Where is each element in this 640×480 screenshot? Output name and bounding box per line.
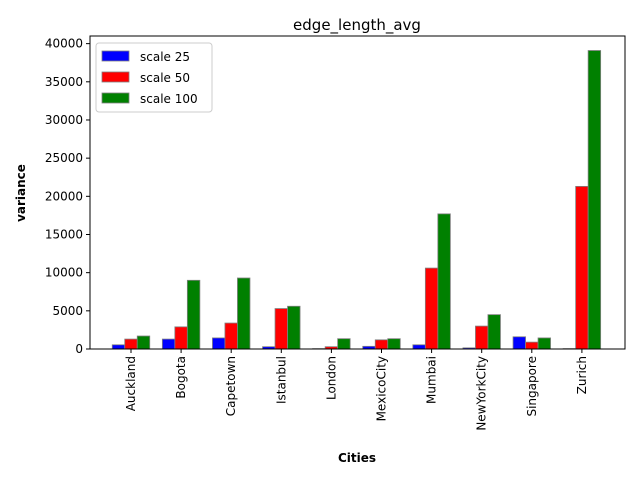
plot-frame: [89, 35, 626, 350]
bar-scale-100-London: [337, 338, 351, 350]
bar-scale-25-Singapore: [512, 336, 526, 350]
legend-swatch: [101, 92, 130, 104]
x-tick-label: Zurich: [575, 356, 589, 394]
y-tick-label: 40000: [45, 37, 83, 51]
x-tick-label: Capetown: [224, 356, 238, 416]
y-tick-label: 30000: [45, 113, 83, 127]
y-tick-label: 5000: [52, 304, 83, 318]
bar-scale-100-Capetown: [237, 277, 251, 350]
chart-title: edge_length_avg: [293, 16, 421, 35]
legend-swatch: [101, 71, 130, 83]
bar-scale-25-Capetown: [212, 337, 226, 350]
x-tick-label: Mumbai: [425, 356, 439, 404]
bar-scale-50-MexicoCity: [374, 339, 389, 350]
y-axis-label: variance: [14, 164, 28, 222]
x-tick-label: Auckland: [124, 356, 138, 411]
bar-scale-25-Auckland: [111, 344, 126, 350]
bar-scale-50-Zurich: [575, 185, 589, 350]
bar-scale-100-Zurich: [587, 50, 602, 350]
bar-scale-50-Bogota: [174, 326, 188, 350]
y-tick-label: 25000: [45, 151, 83, 165]
y-tick-label: 10000: [45, 266, 83, 280]
bar-scale-100-MexicoCity: [387, 338, 401, 350]
bar-scale-25-Mumbai: [412, 344, 426, 350]
bar-scale-100-Istanbul: [287, 305, 301, 350]
bar-scale-50-Auckland: [124, 338, 138, 350]
x-tick-label: Bogota: [174, 356, 188, 399]
x-tick-label: NewYorkCity: [475, 356, 489, 431]
x-axis-label: Cities: [338, 451, 376, 465]
bar-scale-25-Bogota: [161, 338, 176, 350]
x-tick-label: Singapore: [525, 356, 539, 417]
legend-label: scale 25: [140, 50, 190, 64]
bar-scale-50-NewYorkCity: [475, 325, 489, 350]
y-tick-label: 0: [75, 342, 83, 356]
x-tick-label: Istanbul: [274, 356, 288, 404]
bar-scale-100-Auckland: [136, 335, 151, 350]
bar-scale-50-Istanbul: [274, 308, 288, 350]
bar-scale-50-Mumbai: [424, 267, 439, 350]
bar-scale-100-Mumbai: [437, 213, 451, 350]
legend-label: scale 50: [140, 71, 190, 85]
y-tick-label: 35000: [45, 75, 83, 89]
legend-swatch: [101, 50, 130, 62]
y-tick-label: 15000: [45, 227, 83, 241]
plot-area: 0 5000 10000 15000 20000 25000 30000 35000 40000…: [45, 37, 602, 431]
x-tick-label: MexicoCity: [375, 356, 389, 421]
bar-scale-50-Capetown: [224, 322, 238, 350]
y-tick-label: 20000: [45, 189, 83, 203]
bar-scale-100-Singapore: [537, 337, 551, 350]
bar-scale-50-Singapore: [525, 341, 539, 350]
bar-scale-100-NewYorkCity: [487, 314, 501, 350]
x-tick-label: London: [324, 356, 338, 400]
bar-scale-100-Bogota: [186, 279, 201, 350]
legend-label: scale 100: [140, 92, 198, 106]
legend: scale 25 scale 50 scale 100: [95, 42, 213, 113]
